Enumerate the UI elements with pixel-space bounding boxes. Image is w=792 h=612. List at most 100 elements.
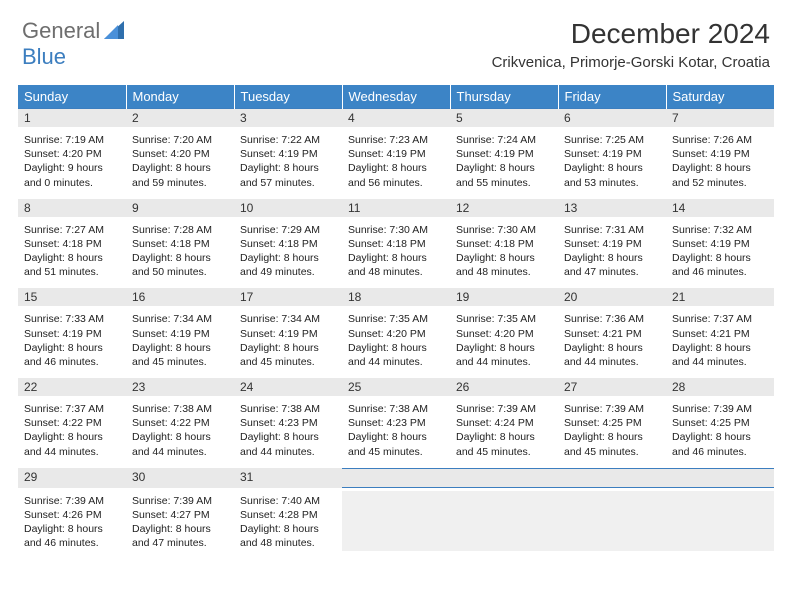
sunset-line: Sunset: 4:20 PM — [348, 327, 444, 341]
day-cell: Sunrise: 7:30 AMSunset: 4:18 PMDaylight:… — [342, 220, 450, 286]
sunset-line: Sunset: 4:19 PM — [24, 327, 120, 341]
day-cell: Sunrise: 7:39 AMSunset: 4:25 PMDaylight:… — [666, 399, 774, 465]
sunrise-line: Sunrise: 7:36 AM — [564, 312, 660, 326]
day-number: 15 — [18, 288, 126, 306]
daylight-line: Daylight: 8 hours and 44 minutes. — [564, 341, 660, 369]
day-cell: Sunrise: 7:26 AMSunset: 4:19 PMDaylight:… — [666, 130, 774, 196]
sunrise-line: Sunrise: 7:24 AM — [456, 133, 552, 147]
daylight-line: Daylight: 8 hours and 49 minutes. — [240, 251, 336, 279]
sunrise-line: Sunrise: 7:23 AM — [348, 133, 444, 147]
sunset-line: Sunset: 4:19 PM — [672, 237, 768, 251]
sunrise-line: Sunrise: 7:19 AM — [24, 133, 120, 147]
day-number: 6 — [558, 109, 666, 127]
day-number: 10 — [234, 199, 342, 217]
sunset-line: Sunset: 4:25 PM — [564, 416, 660, 430]
day-number: 16 — [126, 288, 234, 306]
sunset-line: Sunset: 4:18 PM — [240, 237, 336, 251]
day-cell: Sunrise: 7:28 AMSunset: 4:18 PMDaylight:… — [126, 220, 234, 286]
daylight-line: Daylight: 8 hours and 48 minutes. — [240, 522, 336, 550]
daylight-line: Daylight: 8 hours and 44 minutes. — [24, 430, 120, 458]
daylight-line: Daylight: 8 hours and 44 minutes. — [132, 430, 228, 458]
day-cell: Sunrise: 7:22 AMSunset: 4:19 PMDaylight:… — [234, 130, 342, 196]
weekday-header: Friday — [558, 85, 666, 109]
daylight-line: Daylight: 8 hours and 45 minutes. — [132, 341, 228, 369]
day-number: 9 — [126, 199, 234, 217]
sunrise-line: Sunrise: 7:29 AM — [240, 223, 336, 237]
day-number: 12 — [450, 199, 558, 217]
day-number: 17 — [234, 288, 342, 306]
daylight-line: Daylight: 8 hours and 45 minutes. — [240, 341, 336, 369]
day-number: 23 — [126, 378, 234, 396]
sunrise-line: Sunrise: 7:39 AM — [672, 402, 768, 416]
empty-day-number — [342, 468, 450, 488]
day-number: 4 — [342, 109, 450, 127]
empty-day-cell — [450, 491, 558, 551]
location-text: Crikvenica, Primorje-Gorski Kotar, Croat… — [492, 54, 770, 71]
daylight-line: Daylight: 8 hours and 59 minutes. — [132, 161, 228, 189]
logo-text-blue: Blue — [22, 44, 66, 69]
daylight-line: Daylight: 8 hours and 48 minutes. — [456, 251, 552, 279]
sunset-line: Sunset: 4:21 PM — [564, 327, 660, 341]
calendar-table: SundayMondayTuesdayWednesdayThursdayFrid… — [18, 85, 774, 559]
daylight-line: Daylight: 8 hours and 55 minutes. — [456, 161, 552, 189]
sunrise-line: Sunrise: 7:39 AM — [456, 402, 552, 416]
daylight-line: Daylight: 8 hours and 44 minutes. — [348, 341, 444, 369]
sunrise-line: Sunrise: 7:28 AM — [132, 223, 228, 237]
day-number: 21 — [666, 288, 774, 306]
day-cell: Sunrise: 7:34 AMSunset: 4:19 PMDaylight:… — [234, 309, 342, 375]
daylight-line: Daylight: 8 hours and 44 minutes. — [672, 341, 768, 369]
sunset-line: Sunset: 4:23 PM — [348, 416, 444, 430]
day-cell: Sunrise: 7:39 AMSunset: 4:24 PMDaylight:… — [450, 399, 558, 465]
day-number: 11 — [342, 199, 450, 217]
day-number: 19 — [450, 288, 558, 306]
sunrise-line: Sunrise: 7:30 AM — [456, 223, 552, 237]
sunrise-line: Sunrise: 7:38 AM — [348, 402, 444, 416]
sunset-line: Sunset: 4:25 PM — [672, 416, 768, 430]
day-number: 1 — [18, 109, 126, 127]
weekday-header: Wednesday — [342, 85, 450, 109]
sunset-line: Sunset: 4:18 PM — [132, 237, 228, 251]
daylight-line: Daylight: 8 hours and 53 minutes. — [564, 161, 660, 189]
day-cell: Sunrise: 7:39 AMSunset: 4:27 PMDaylight:… — [126, 491, 234, 557]
day-cell: Sunrise: 7:35 AMSunset: 4:20 PMDaylight:… — [342, 309, 450, 375]
day-cell: Sunrise: 7:38 AMSunset: 4:22 PMDaylight:… — [126, 399, 234, 465]
weekday-header: Tuesday — [234, 85, 342, 109]
weekday-header-row: SundayMondayTuesdayWednesdayThursdayFrid… — [18, 85, 774, 109]
day-number: 28 — [666, 378, 774, 396]
daylight-line: Daylight: 8 hours and 47 minutes. — [132, 522, 228, 550]
day-number: 14 — [666, 199, 774, 217]
daylight-line: Daylight: 8 hours and 57 minutes. — [240, 161, 336, 189]
day-cell: Sunrise: 7:24 AMSunset: 4:19 PMDaylight:… — [450, 130, 558, 196]
day-number: 27 — [558, 378, 666, 396]
day-number: 26 — [450, 378, 558, 396]
sunset-line: Sunset: 4:19 PM — [672, 147, 768, 161]
sunrise-line: Sunrise: 7:35 AM — [456, 312, 552, 326]
logo-text-general: General — [22, 18, 100, 44]
day-cell: Sunrise: 7:30 AMSunset: 4:18 PMDaylight:… — [450, 220, 558, 286]
sunset-line: Sunset: 4:22 PM — [24, 416, 120, 430]
sunrise-line: Sunrise: 7:27 AM — [24, 223, 120, 237]
sunset-line: Sunset: 4:19 PM — [132, 327, 228, 341]
sunrise-line: Sunrise: 7:30 AM — [348, 223, 444, 237]
weekday-header: Thursday — [450, 85, 558, 109]
sunrise-line: Sunrise: 7:34 AM — [132, 312, 228, 326]
day-number: 24 — [234, 378, 342, 396]
day-cell: Sunrise: 7:38 AMSunset: 4:23 PMDaylight:… — [234, 399, 342, 465]
day-cell: Sunrise: 7:39 AMSunset: 4:26 PMDaylight:… — [18, 491, 126, 557]
empty-day-number — [666, 468, 774, 488]
day-number: 3 — [234, 109, 342, 127]
day-cell: Sunrise: 7:19 AMSunset: 4:20 PMDaylight:… — [18, 130, 126, 196]
sunrise-line: Sunrise: 7:39 AM — [132, 494, 228, 508]
daylight-line: Daylight: 8 hours and 46 minutes. — [672, 251, 768, 279]
day-number: 30 — [126, 468, 234, 486]
day-cell: Sunrise: 7:37 AMSunset: 4:22 PMDaylight:… — [18, 399, 126, 465]
empty-day-cell — [558, 491, 666, 551]
day-number: 8 — [18, 199, 126, 217]
daylight-line: Daylight: 8 hours and 51 minutes. — [24, 251, 120, 279]
sunset-line: Sunset: 4:20 PM — [24, 147, 120, 161]
day-cell: Sunrise: 7:40 AMSunset: 4:28 PMDaylight:… — [234, 491, 342, 557]
sunset-line: Sunset: 4:19 PM — [456, 147, 552, 161]
day-cell: Sunrise: 7:39 AMSunset: 4:25 PMDaylight:… — [558, 399, 666, 465]
day-cell: Sunrise: 7:35 AMSunset: 4:20 PMDaylight:… — [450, 309, 558, 375]
day-number: 31 — [234, 468, 342, 486]
